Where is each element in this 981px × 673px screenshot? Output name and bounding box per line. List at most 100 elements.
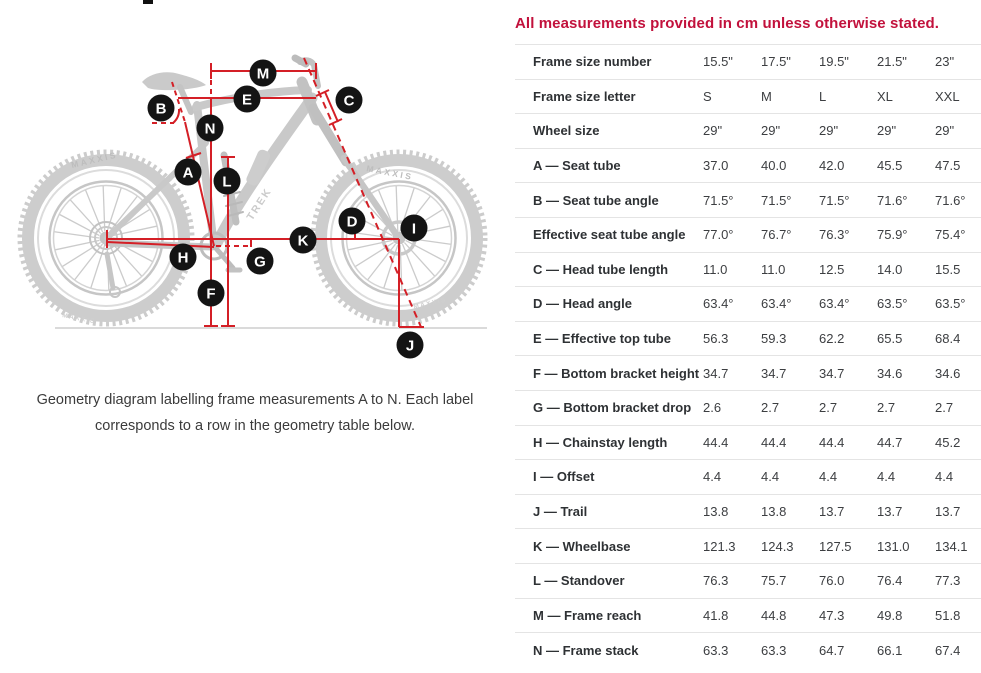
cell-value: 34.6 xyxy=(877,365,903,381)
cell-value: 62.2 xyxy=(819,331,845,347)
cell-value: 66.1 xyxy=(877,642,903,658)
geometry-row: D — Head angle 63.4° 63.4° 63.4° 63.5° 63.5° xyxy=(515,286,981,322)
caption-line-2: corresponds to a row in the geometry tab… xyxy=(95,418,415,434)
cell-value: 34.7 xyxy=(703,365,729,381)
water-bottle xyxy=(246,149,271,186)
geometry-row: H — Chainstay length 44.4 44.4 44.4 44.7 45.2 xyxy=(515,425,981,460)
row-label: L — Standover xyxy=(533,573,625,589)
label-marker-a xyxy=(174,158,202,186)
grip xyxy=(291,54,310,68)
derailleur xyxy=(104,251,116,291)
cell-value: 63.4° xyxy=(703,296,734,312)
cell-value: 47.5 xyxy=(935,158,961,174)
geometry-row: Frame size number 15.5" 17.5" 19.5" 21.5" 23" xyxy=(515,44,981,80)
a-line xyxy=(184,121,215,247)
row-label: B — Seat tube angle xyxy=(533,192,659,208)
label-letter-d: D xyxy=(347,213,358,230)
cell-value: 71.5° xyxy=(819,192,850,208)
geometry-row: Effective seat tube angle 77.0° 76.7° 76.3°… xyxy=(515,217,981,252)
row-label: A — Seat tube xyxy=(533,158,621,174)
cell-value: XXL xyxy=(935,88,960,104)
h-line xyxy=(106,241,215,248)
geometry-row: K — Wheelbase 121.3 124.3 127.5 131.0 134.1 xyxy=(515,528,981,564)
row-label: Frame size letter xyxy=(533,88,636,104)
cell-value: 134.1 xyxy=(935,538,968,554)
cell-value: L xyxy=(819,88,827,104)
label-marker-c xyxy=(335,86,363,114)
label-marker-i xyxy=(400,214,428,242)
cell-value: 68.4 xyxy=(935,331,961,347)
spoke xyxy=(74,243,104,280)
c-tick-top xyxy=(315,89,330,97)
cell-value: 29" xyxy=(819,123,839,139)
cell-value: 67.4 xyxy=(935,642,961,658)
cell-value: 49.8 xyxy=(877,607,903,623)
cell-value: 37.0 xyxy=(703,158,729,174)
spoke xyxy=(84,189,104,233)
row-label: G — Bottom bracket drop xyxy=(533,400,692,416)
spoke xyxy=(69,199,102,234)
geometry-row: F — Bottom bracket height 34.7 34.7 34.7 34.… xyxy=(515,355,981,391)
row-label: Frame size number xyxy=(533,54,652,70)
row-label: Effective seat tube angle xyxy=(533,227,686,243)
row-label: M — Frame reach xyxy=(533,607,642,623)
geometry-row: M — Frame reach 41.8 44.8 47.3 49.8 51.8 xyxy=(515,598,981,633)
cell-value: 15.5 xyxy=(935,261,961,277)
row-label: Wheel size xyxy=(533,123,600,139)
bike-geometry-diagram: MAXXIS MAXXIS MAXXIS MAXXIS xyxy=(17,54,488,359)
cell-value: 77.0° xyxy=(703,227,734,243)
cell-value: 65.5 xyxy=(877,331,903,347)
cell-value: 12.5 xyxy=(819,261,845,277)
cell-value: 13.8 xyxy=(703,504,729,520)
a-tick xyxy=(185,152,202,159)
cell-value: 63.3 xyxy=(703,642,729,658)
cell-value: 2.7 xyxy=(935,400,954,416)
cell-value: 11.0 xyxy=(761,261,786,277)
cell-value: 63.5° xyxy=(935,296,966,312)
cell-value: 34.6 xyxy=(935,365,961,381)
geometry-table-pane: All measurements provided in cm unless o… xyxy=(515,0,981,667)
cropped-heading-fragment xyxy=(143,0,153,4)
cell-value: 44.8 xyxy=(761,607,787,623)
row-label: F — Bottom bracket height xyxy=(533,365,700,381)
row-label: J — Trail xyxy=(533,504,588,520)
c-line xyxy=(324,91,339,123)
cell-value: 75.4° xyxy=(935,227,966,243)
geometry-table: Frame size number 15.5" 17.5" 19.5" 21.5" 23"… xyxy=(515,44,981,667)
measurement-lines xyxy=(106,57,424,328)
spoke xyxy=(59,213,100,237)
label-letter-f: F xyxy=(206,285,215,302)
cell-value: 13.7 xyxy=(935,504,961,520)
steering-axis-dashed xyxy=(303,57,422,328)
label-letter-g: G xyxy=(254,253,266,270)
cell-value: 59.3 xyxy=(761,331,787,347)
cell-value: 21.5" xyxy=(877,54,907,70)
row-label: H — Chainstay length xyxy=(533,434,668,450)
label-marker-g xyxy=(246,247,274,275)
cell-value: 2.7 xyxy=(761,400,780,416)
cell-value: 40.0 xyxy=(761,158,787,174)
label-letter-a: A xyxy=(183,164,194,181)
label-marker-n xyxy=(196,114,224,142)
cell-value: 13.7 xyxy=(877,504,903,520)
cell-value: 131.0 xyxy=(877,538,910,554)
cell-value: 2.6 xyxy=(703,400,722,416)
cell-value: 76.3 xyxy=(703,573,729,589)
cell-value: 41.8 xyxy=(703,607,729,623)
label-marker-b xyxy=(147,94,175,122)
row-label: E — Effective top tube xyxy=(533,331,671,347)
cell-value: 76.7° xyxy=(761,227,792,243)
spoke xyxy=(54,231,100,239)
spoke xyxy=(90,244,106,288)
row-label: D — Head angle xyxy=(533,296,632,312)
cell-value: 124.3 xyxy=(761,538,794,554)
cell-value: 71.6° xyxy=(935,192,966,208)
geometry-row: L — Standover 76.3 75.7 76.0 76.4 77.3 xyxy=(515,563,981,598)
cell-value: 2.7 xyxy=(819,400,838,416)
cell-value: 45.5 xyxy=(877,158,903,174)
cell-value: 76.0 xyxy=(819,573,845,589)
cell-value: 42.0 xyxy=(819,158,845,174)
cell-value: 44.7 xyxy=(877,434,903,450)
cell-value: 127.5 xyxy=(819,538,852,554)
cell-value: 121.3 xyxy=(703,538,736,554)
